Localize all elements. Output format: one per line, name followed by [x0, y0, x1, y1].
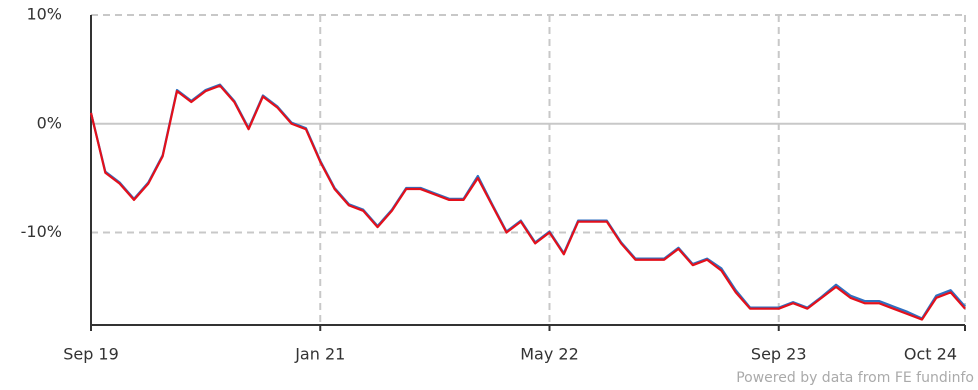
x-tick-label: May 22 — [520, 345, 579, 364]
line — [89, 84, 966, 321]
x-tick-label: Sep 19 — [63, 345, 119, 364]
x-tick-label: Jan 21 — [294, 345, 345, 364]
y-tick-label: 0% — [37, 113, 62, 132]
line — [89, 83, 966, 320]
x-tick-label: Oct 24 — [904, 345, 957, 364]
x-tick-label: Sep 23 — [751, 345, 807, 364]
y-tick-label: -10% — [21, 222, 62, 241]
footer: Powered by data from FE fundinfo — [736, 370, 974, 386]
y-tick-label: 10% — [26, 5, 62, 24]
